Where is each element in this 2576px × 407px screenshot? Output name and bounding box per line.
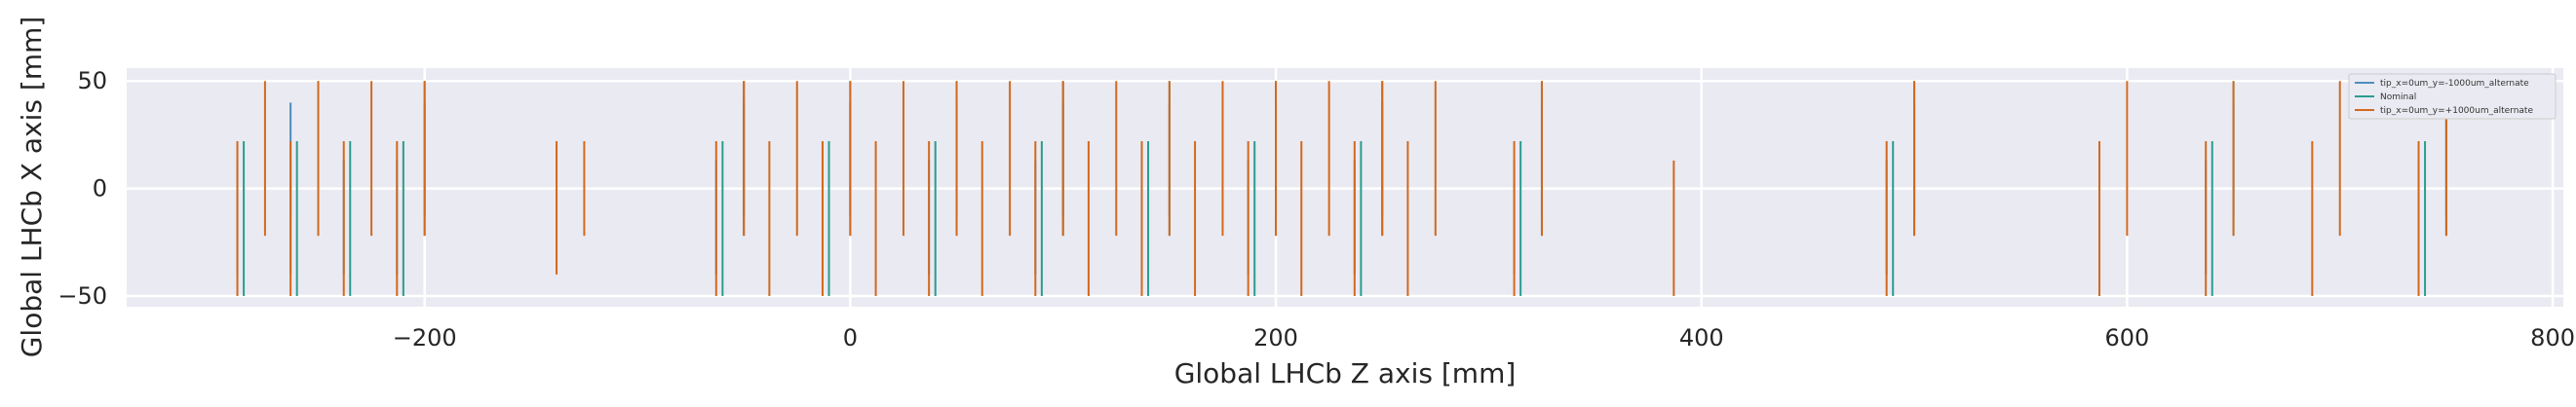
legend-entry: Nominal [2380,92,2416,102]
x-tick-label: −200 [393,324,457,352]
x-tick-label: 400 [1679,324,1724,352]
legend-entry: tip_x=0um_y=+1000um_alternate [2380,106,2533,116]
series-2 [236,81,2447,296]
y-tick-label: 0 [93,175,107,203]
y-tick-label: −50 [58,282,107,310]
legend-entry: tip_x=0um_y=-1000um_alternate [2380,79,2529,89]
tick-labels: −200 0 200 400 600 800 −50 0 50 [58,67,2575,352]
y-axis-label: Global LHCb X axis [mm] [16,17,48,358]
x-tick-label: 200 [1253,324,1298,352]
x-axis-label: Global LHCb Z axis [mm] [1174,357,1517,389]
legend-box [2348,73,2557,120]
y-tick-label: 50 [77,67,107,94]
x-tick-label: 800 [2530,324,2575,352]
legend: tip_x=0um_y=-1000um_alternate Nominal tip_… [2348,73,2557,120]
series-layer [236,81,2447,296]
x-tick-label: 0 [843,324,858,352]
x-tick-label: 600 [2104,324,2149,352]
